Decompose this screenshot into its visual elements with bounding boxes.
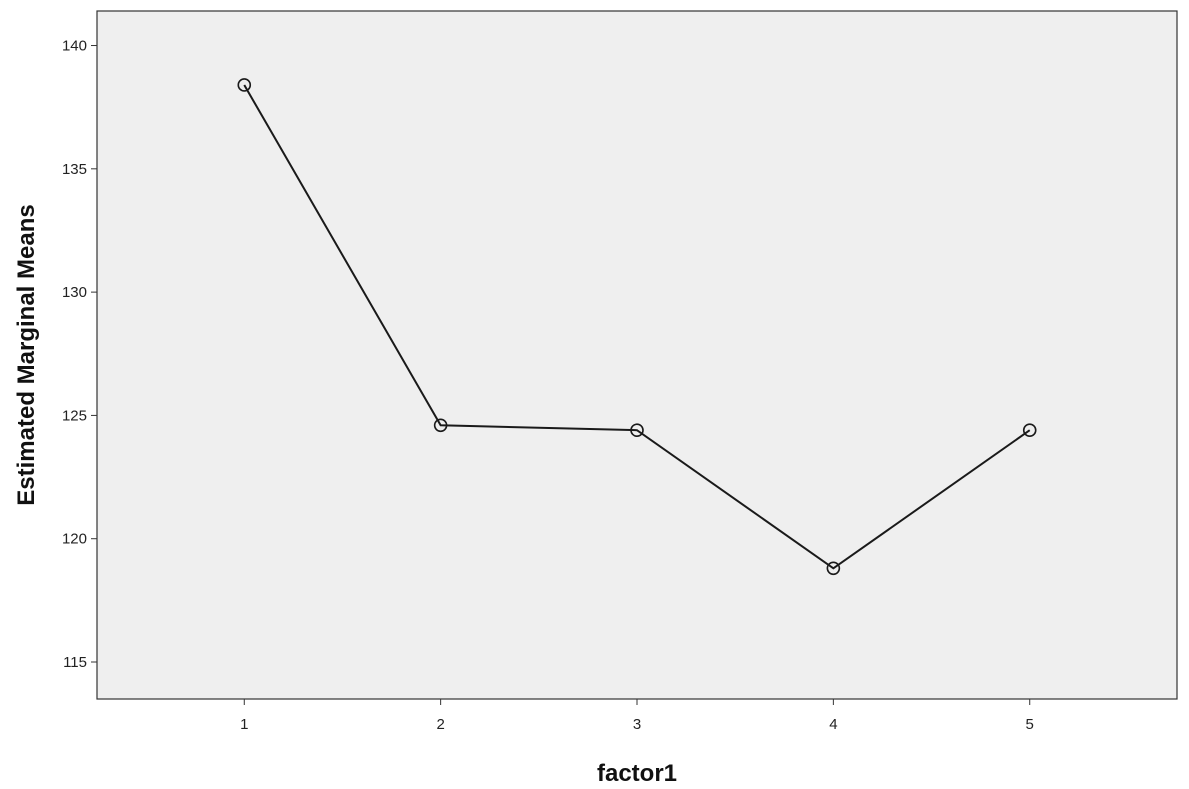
y-axis-title: Estimated Marginal Means — [13, 204, 40, 505]
y-tick-label: 125 — [62, 407, 87, 424]
data-point — [433, 418, 448, 433]
y-axis: 115 120 125 130 135 140 — [62, 38, 97, 671]
data-point — [1022, 423, 1037, 438]
series-layer — [237, 78, 1037, 576]
series-line — [243, 84, 1031, 570]
x-tick-label: 5 — [1026, 716, 1034, 733]
plot-area — [96, 10, 1178, 700]
y-tick-label: 130 — [62, 284, 87, 301]
y-tick-label: 115 — [63, 654, 87, 671]
data-point — [630, 423, 644, 438]
x-axis-title: factor1 — [597, 760, 677, 787]
y-tick-label: 140 — [62, 38, 87, 55]
x-axis: 1 2 3 4 5 — [240, 699, 1034, 733]
x-tick-label: 4 — [829, 716, 837, 733]
y-tick-label: 120 — [62, 531, 87, 548]
y-tick-label: 135 — [62, 161, 87, 178]
x-tick-label: 1 — [240, 716, 248, 733]
x-tick-label: 2 — [436, 716, 444, 733]
x-tick-label: 3 — [633, 716, 641, 733]
data-point — [237, 78, 252, 92]
data-point — [826, 561, 841, 576]
